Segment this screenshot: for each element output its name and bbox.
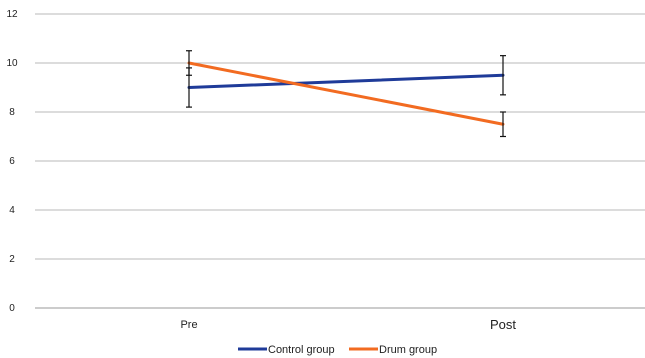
series-drum-group [186, 50, 506, 138]
y-tick-label: 6 [9, 156, 15, 167]
error-bar-control-group-post [500, 55, 506, 96]
y-tick-label: 4 [9, 205, 15, 216]
y-axis-tick-labels: 0 2 4 6 8 10 12 [6, 9, 18, 314]
legend-label-drum-group: Drum group [379, 344, 437, 356]
series-control-group [186, 55, 506, 108]
series-line-control-group [187, 73, 505, 89]
y-tick-label: 8 [9, 107, 15, 118]
x-category-label-post: Post [490, 317, 516, 332]
error-bar-drum-group-pre [186, 50, 192, 76]
series-layer [186, 50, 506, 138]
gridlines [35, 13, 645, 309]
series-line-drum-group [187, 61, 505, 126]
x-axis-category-labels: Pre Post [180, 317, 516, 332]
legend-label-control-group: Control group [268, 344, 335, 356]
x-category-label-pre: Pre [180, 319, 197, 331]
y-tick-label: 0 [9, 303, 15, 314]
error-bar-drum-group-post [500, 111, 506, 138]
y-tick-label: 12 [6, 9, 18, 20]
legend: Control group Drum group [238, 344, 437, 356]
y-tick-label: 10 [6, 58, 18, 69]
y-tick-label: 2 [9, 254, 15, 265]
